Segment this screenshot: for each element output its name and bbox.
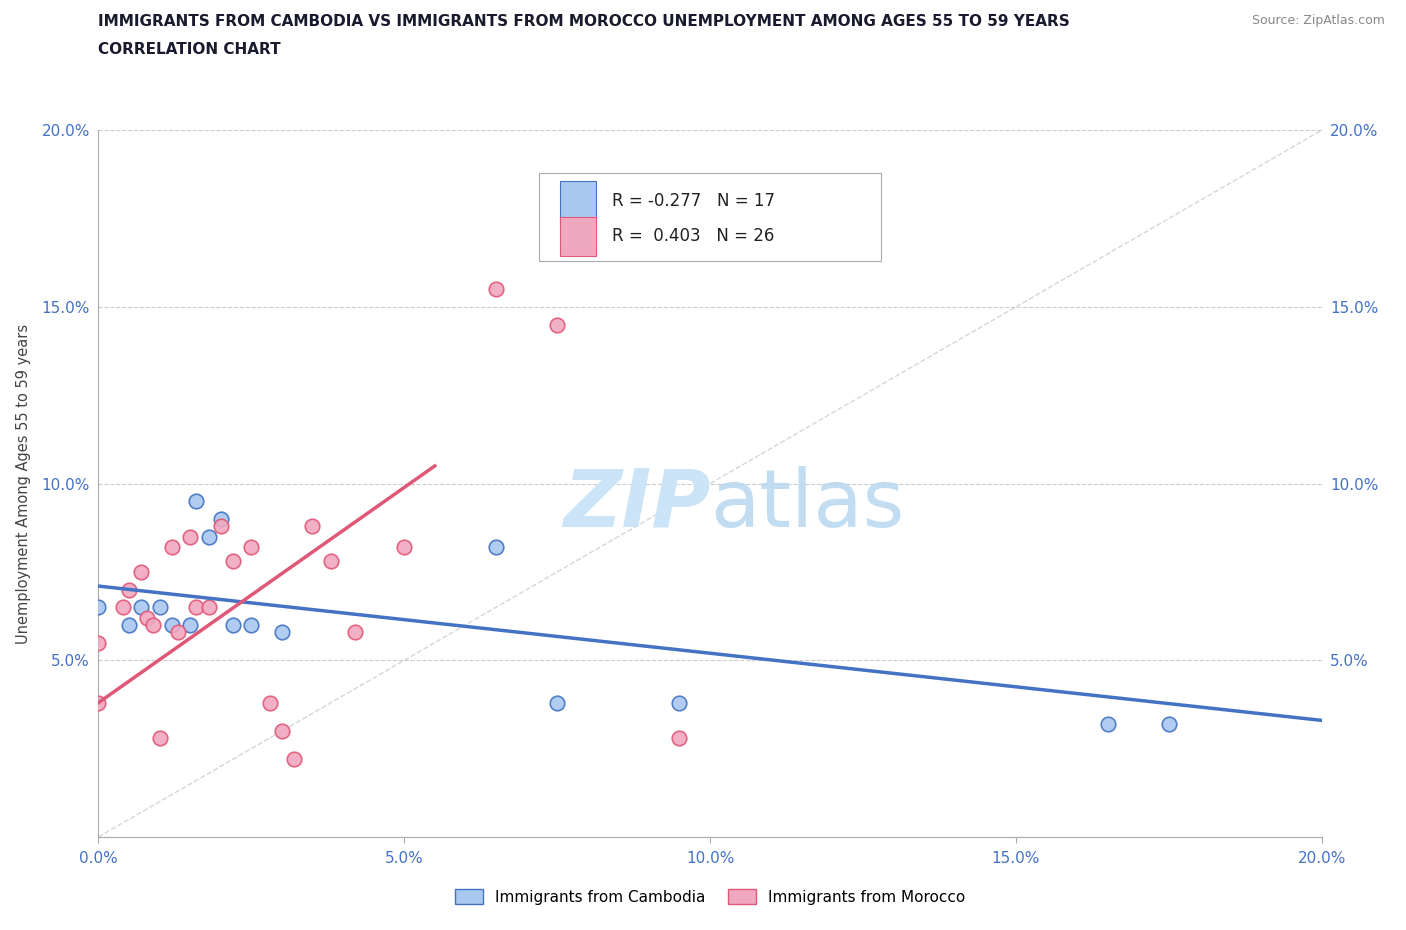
Point bbox=[129, 600, 152, 615]
Text: Source: ZipAtlas.com: Source: ZipAtlas.com bbox=[1251, 14, 1385, 27]
Point bbox=[118, 618, 141, 632]
Y-axis label: Unemployment Among Ages 55 to 59 years: Unemployment Among Ages 55 to 59 years bbox=[15, 324, 31, 644]
Text: atlas: atlas bbox=[710, 466, 904, 544]
Point bbox=[87, 600, 110, 615]
Point bbox=[129, 565, 152, 579]
Point bbox=[118, 582, 141, 597]
Point bbox=[136, 610, 159, 625]
Point bbox=[87, 635, 110, 650]
Point bbox=[87, 696, 110, 711]
Text: R =  0.403   N = 26: R = 0.403 N = 26 bbox=[612, 227, 775, 246]
Point bbox=[160, 618, 183, 632]
Text: IMMIGRANTS FROM CAMBODIA VS IMMIGRANTS FROM MOROCCO UNEMPLOYMENT AMONG AGES 55 T: IMMIGRANTS FROM CAMBODIA VS IMMIGRANTS F… bbox=[98, 14, 1070, 29]
Point bbox=[186, 600, 208, 615]
Point bbox=[240, 618, 263, 632]
Point bbox=[485, 539, 508, 554]
Point bbox=[167, 625, 190, 640]
Point bbox=[142, 618, 165, 632]
Point bbox=[160, 539, 183, 554]
Point bbox=[668, 731, 690, 746]
Point bbox=[222, 554, 245, 569]
Point bbox=[1097, 716, 1119, 731]
Bar bbox=[560, 217, 596, 256]
Point bbox=[179, 529, 201, 544]
Point bbox=[270, 724, 292, 738]
Point bbox=[392, 539, 416, 554]
Point bbox=[197, 600, 219, 615]
Point bbox=[546, 696, 568, 711]
Point bbox=[485, 282, 508, 297]
Text: R = -0.277   N = 17: R = -0.277 N = 17 bbox=[612, 192, 775, 210]
Text: CORRELATION CHART: CORRELATION CHART bbox=[98, 42, 281, 57]
Point bbox=[111, 600, 134, 615]
Point bbox=[259, 696, 281, 711]
Point bbox=[209, 512, 232, 526]
Point bbox=[197, 529, 219, 544]
Point bbox=[301, 519, 323, 534]
Point bbox=[186, 494, 208, 509]
Point bbox=[149, 600, 172, 615]
Point bbox=[179, 618, 201, 632]
FancyBboxPatch shape bbox=[538, 173, 882, 261]
Point bbox=[668, 696, 690, 711]
Point bbox=[1157, 716, 1180, 731]
Point bbox=[546, 317, 568, 332]
Point bbox=[222, 618, 245, 632]
Point bbox=[270, 625, 292, 640]
Point bbox=[283, 751, 305, 766]
Point bbox=[240, 539, 263, 554]
Point bbox=[149, 731, 172, 746]
Point bbox=[209, 519, 232, 534]
Bar bbox=[560, 181, 596, 220]
Legend: Immigrants from Cambodia, Immigrants from Morocco: Immigrants from Cambodia, Immigrants fro… bbox=[449, 883, 972, 910]
Point bbox=[344, 625, 367, 640]
Text: ZIP: ZIP bbox=[562, 466, 710, 544]
Point bbox=[319, 554, 342, 569]
